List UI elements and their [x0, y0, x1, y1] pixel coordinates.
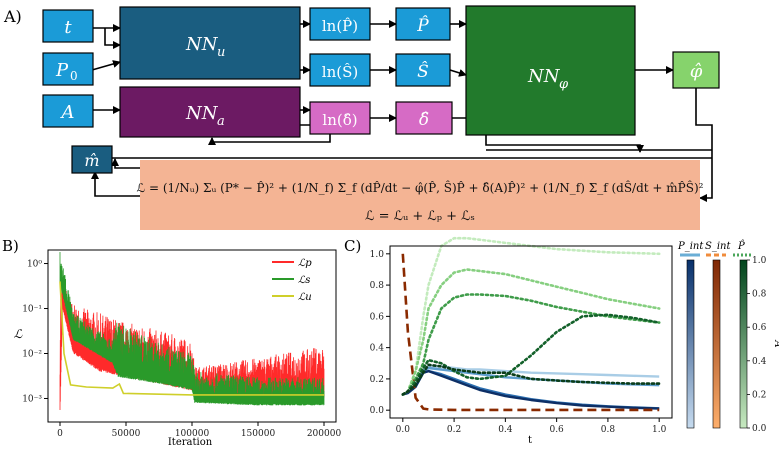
delta-hat-box: δ̂	[395, 101, 453, 135]
chart-b-frame	[47, 249, 337, 423]
x-tick-label: 200000	[307, 429, 342, 439]
colorbar-tick-label: 0.8	[752, 290, 767, 300]
y-tick-label: 10⁰	[27, 260, 42, 270]
x-tick-label: 0.4	[498, 425, 513, 435]
colorbar-tick-label: 0.4	[752, 357, 767, 367]
phi-hat-box: φ̂	[672, 51, 720, 89]
s-hat-label: Ŝ	[417, 61, 429, 82]
chart-c: 0.0 0.0 0.2 0.2 0.4 0.4 0.6 0.6 0.8 0.8 1.0 1.0	[370, 236, 667, 435]
x-tick-label: 0.8	[601, 425, 616, 435]
s-hat-box: Ŝ	[395, 53, 451, 87]
series-line-9	[401, 363, 661, 396]
x-tick-label: 0.2	[447, 425, 461, 435]
ln-s-label: ln(Ŝ)	[322, 63, 358, 81]
colorbar-tick-label: 0.0	[752, 424, 767, 434]
nn-u-sub: u	[217, 45, 225, 60]
nn-phi-label: NN	[527, 66, 561, 87]
chart-c-frame	[389, 245, 673, 419]
legend-label-ls: ℒs	[298, 275, 310, 286]
connectors	[91, 20, 713, 202]
panel-c: C) 0.00.00.20.20.40.40.60.60.80.81.01.0 …	[344, 236, 779, 446]
panel-b-label: B)	[2, 237, 19, 255]
x-tick-label: 0.6	[549, 425, 564, 435]
x-tick-label: 100000	[175, 429, 210, 439]
loss-equation-full: ℒ = (1/Nᵤ) Σᵤ (P* − P̂)² + (1/N_f) Σ_f (…	[137, 179, 704, 195]
series-line-4	[401, 253, 660, 412]
nn-u-label: NN	[185, 34, 219, 55]
x-tick-label: 150000	[241, 429, 276, 439]
delta-hat-label: δ̂	[419, 110, 429, 130]
panel-a: A) t	[3, 5, 720, 230]
loss-box: ℒ = (1/Nᵤ) Σᵤ (P* − P̂)² + (1/N_f) Σ_f (…	[137, 160, 704, 230]
x-tick-label: 50000	[112, 429, 141, 439]
m-hat-box: m̂	[71, 145, 113, 174]
colorbar-label: A	[772, 339, 779, 347]
colorbars: P_int S_int P̂ 0.0 0.2 0.4 0.6 0.8 1.0 A	[677, 240, 779, 434]
colorbar-tick-label: 0.2	[752, 390, 766, 400]
panel-b: B) 10⁰ 10⁻¹ 10⁻² 10⁻³ 0 50000 100000 150000 2000…	[2, 237, 341, 448]
series-line-3	[402, 369, 660, 410]
series-line-7	[401, 293, 661, 396]
chart-b-legend: ℒp ℒs ℒu	[272, 258, 312, 303]
series-line-8	[401, 313, 661, 396]
colorbar-tick-label: 1.0	[752, 256, 767, 266]
y-tick-label: 10⁻²	[22, 350, 42, 360]
ln-delta-box: ln(δ̂)	[309, 101, 371, 135]
m-hat-label: m̂	[84, 151, 99, 170]
nn-a-label: NN	[185, 103, 219, 124]
colorbar-ticks: 0.0 0.2 0.4 0.6 0.8 1.0	[747, 256, 767, 434]
ln-delta-label: ln(δ̂)	[322, 111, 357, 129]
nn-u-box: NN u	[119, 6, 301, 80]
nn-a-sub: a	[217, 114, 225, 129]
y-tick-label: 10⁻¹	[22, 305, 42, 315]
panel-c-label: C)	[344, 237, 361, 255]
series-line-5	[401, 236, 661, 396]
series-lu-line	[59, 281, 324, 396]
series-band-1	[59, 252, 325, 406]
colorbar-sint	[712, 259, 721, 429]
input-p0: P 0	[42, 52, 94, 86]
p-hat-box: P̂	[395, 7, 451, 41]
y-tick-label: 10⁻³	[22, 394, 42, 404]
x-tick-label: 0.0	[396, 425, 411, 435]
y-tick-label: 0.4	[370, 344, 385, 354]
colorbar-title-sint: S_int	[705, 241, 731, 252]
x-tick-label: 0	[57, 429, 63, 439]
input-t-label: t	[64, 17, 72, 38]
ln-s-box: ln(Ŝ)	[309, 53, 371, 87]
series-line-6	[401, 268, 661, 396]
colorbar-title-phat: P̂	[737, 240, 745, 252]
input-p0-sub: 0	[70, 69, 78, 83]
colorbar-phat	[739, 259, 748, 429]
colorbar-pint	[686, 259, 695, 429]
nn-phi-sub: φ	[559, 77, 569, 92]
legend-label-lu: ℒu	[298, 292, 312, 303]
panel-a-label: A)	[3, 7, 22, 26]
y-tick-label: 0.0	[370, 406, 385, 416]
chart-b: 10⁰ 10⁻¹ 10⁻² 10⁻³ 0 50000 100000 150000 200000	[22, 252, 341, 439]
y-tick-label: 0.2	[370, 375, 384, 385]
input-a: A	[42, 94, 94, 128]
legend-label-lp: ℒp	[298, 258, 312, 269]
chart-b-xlabel: Iteration	[168, 437, 213, 448]
x-tick-label: 1.0	[652, 425, 667, 435]
ln-p-box: ln(P̂)	[309, 7, 371, 41]
phi-hat-label: φ̂	[690, 61, 703, 82]
y-tick-label: 1.0	[370, 250, 385, 260]
loss-equation-sum: ℒ = ℒᵤ + ℒₚ + ℒₛ	[365, 209, 475, 224]
input-p0-label: P	[55, 60, 69, 81]
input-t: t	[42, 9, 94, 43]
chart-c-xlabel: t	[528, 435, 532, 446]
colorbar-tick-label: 0.6	[752, 323, 767, 333]
y-tick-label: 0.6	[370, 312, 385, 322]
chart-b-ylabel: ℒ	[14, 327, 23, 341]
p-hat-label: P̂	[416, 16, 429, 36]
colorbar-title-pint: P_int	[677, 241, 704, 252]
ln-p-label: ln(P̂)	[322, 17, 358, 35]
nn-phi-box: NN φ	[465, 5, 636, 136]
input-a-label: A	[60, 102, 75, 123]
y-tick-label: 0.8	[370, 281, 385, 291]
nn-a-box: NN a	[119, 86, 301, 138]
